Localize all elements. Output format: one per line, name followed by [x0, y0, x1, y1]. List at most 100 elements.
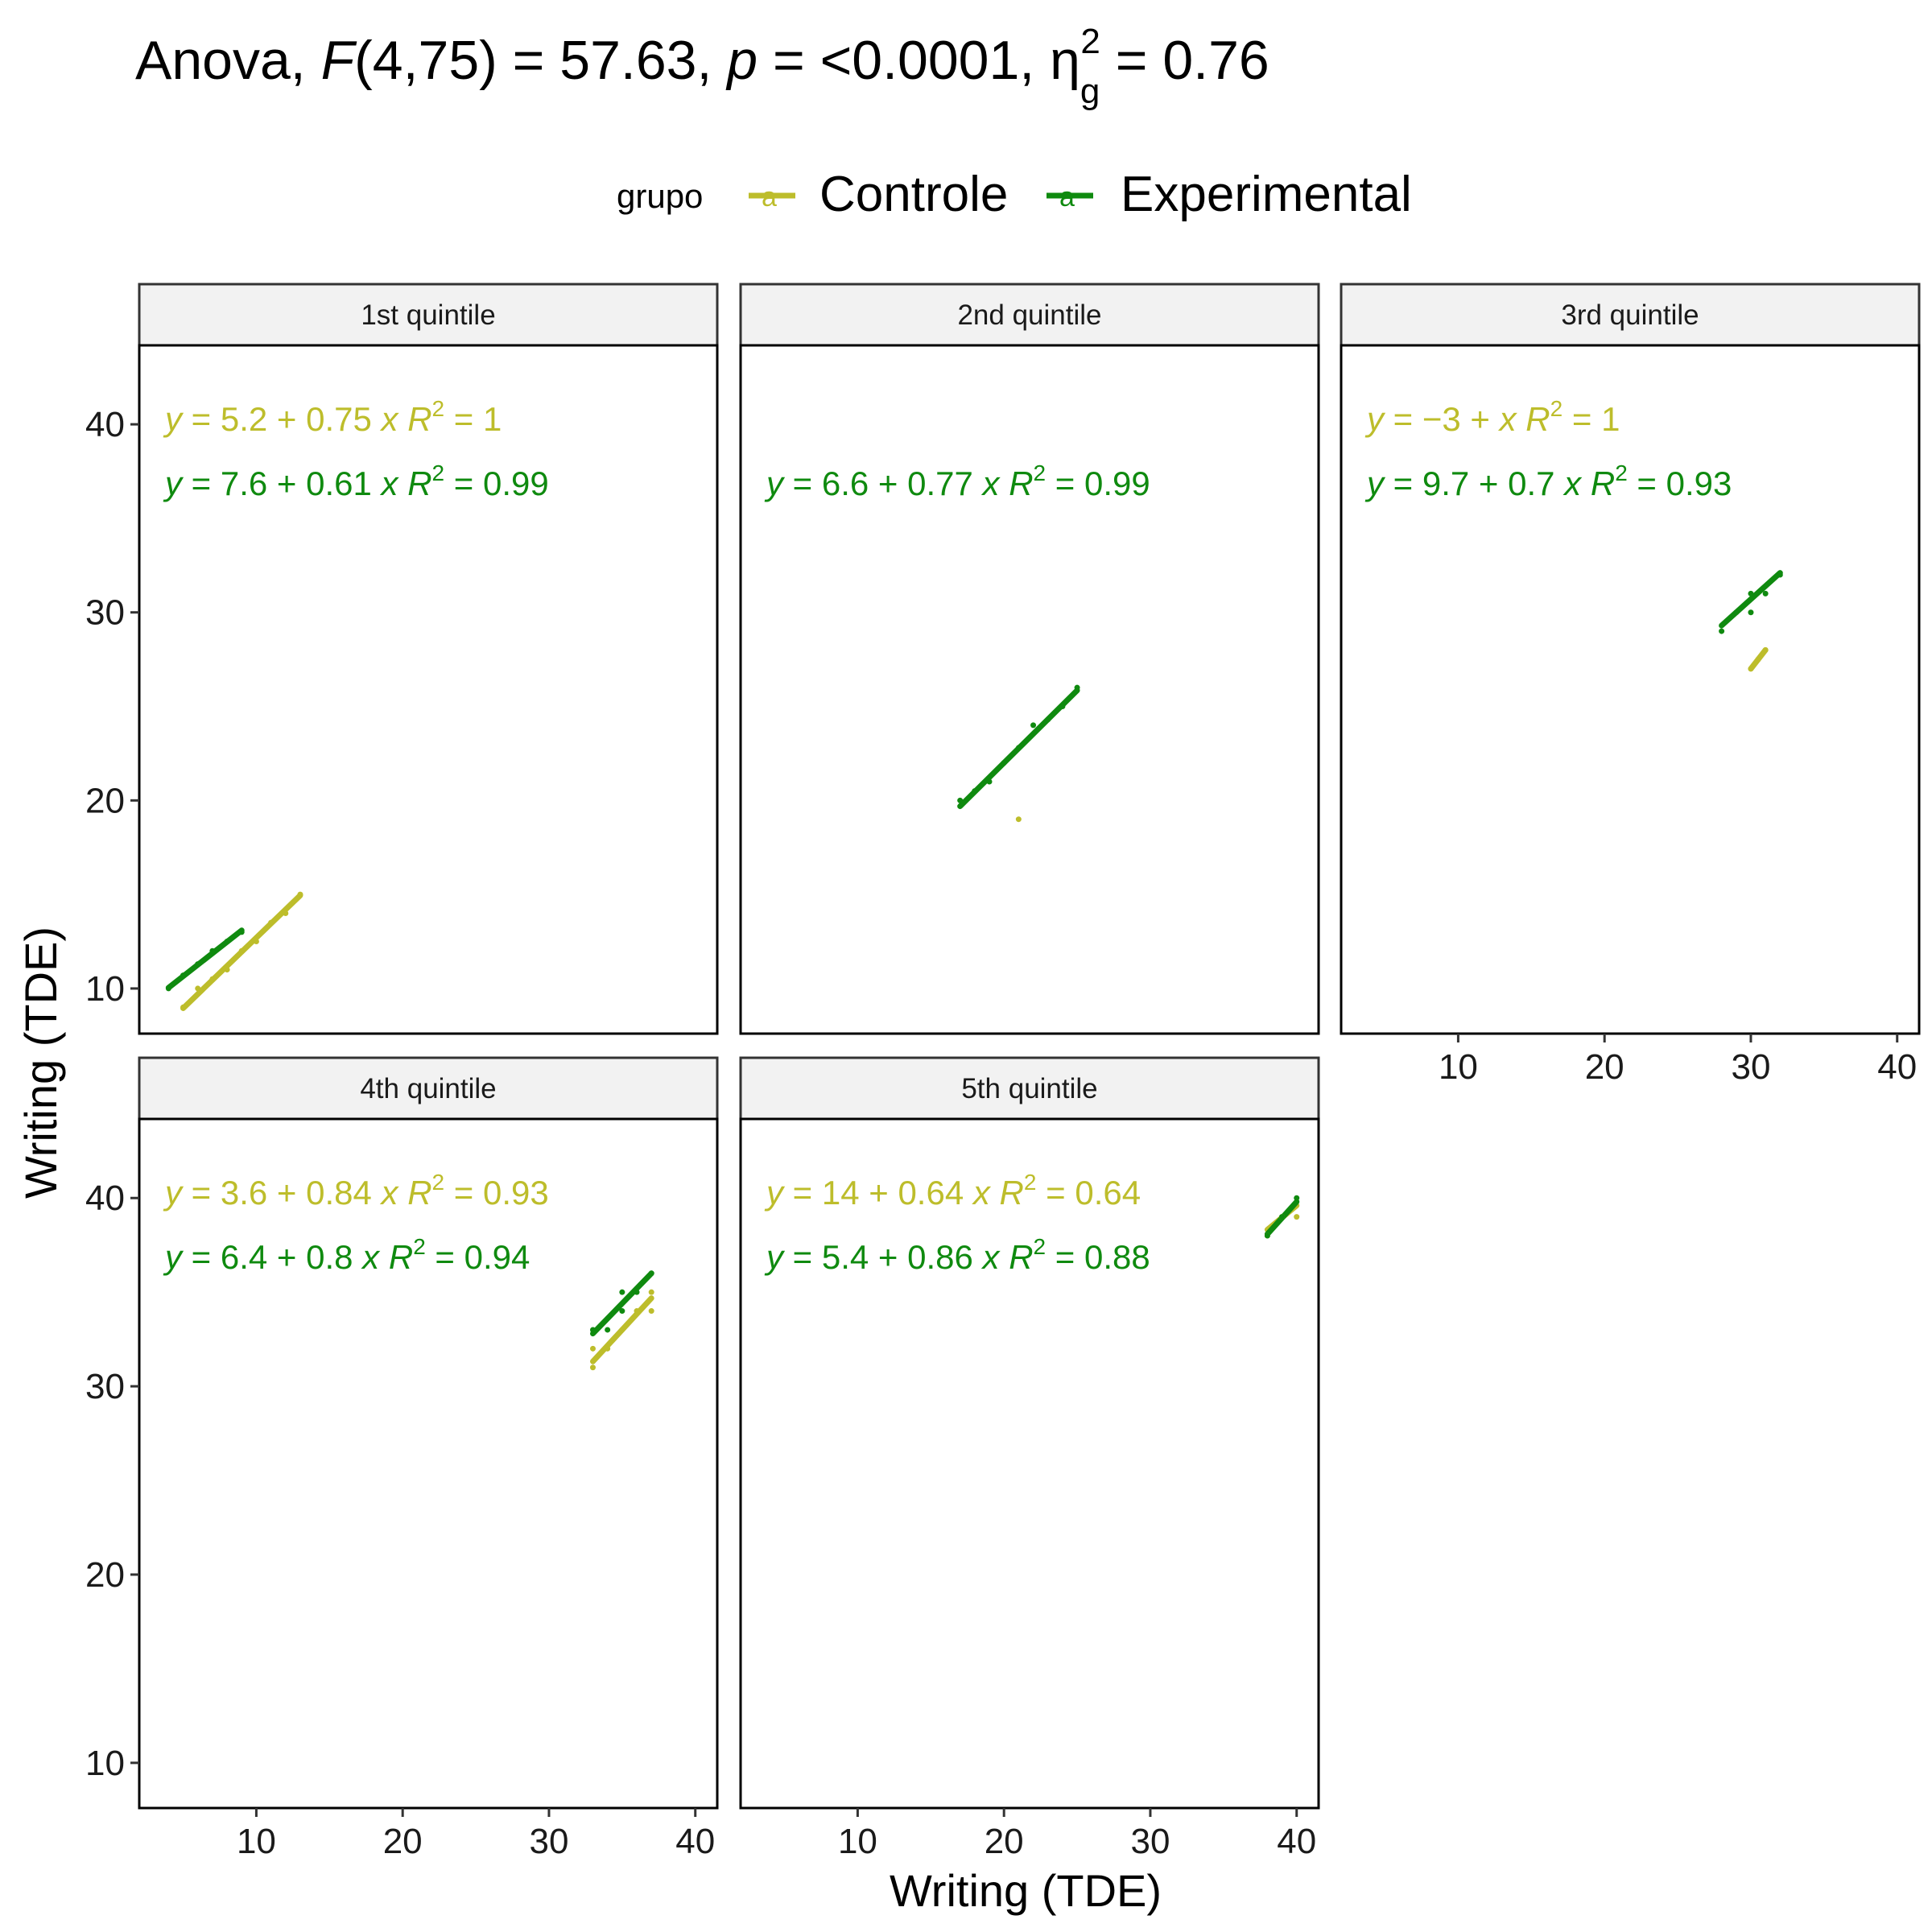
- regression-line-experimental: [1719, 570, 1783, 629]
- x-tick-label: 40: [1277, 1822, 1316, 1861]
- data-point-controle: [1294, 1214, 1300, 1220]
- facet-strip: [138, 1056, 719, 1121]
- data-point-controle: [1015, 816, 1022, 823]
- data-point-experimental: [589, 1327, 596, 1333]
- data-point-experimental: [1015, 745, 1022, 751]
- data-point-experimental: [634, 1289, 640, 1295]
- facet-strip-label: 2nd quintile: [957, 299, 1101, 331]
- data-point-experimental: [1748, 590, 1754, 597]
- data-point-controle: [253, 939, 259, 945]
- x-tick-label: 40: [675, 1822, 715, 1861]
- legend-label-experimental: Experimental: [1121, 167, 1412, 222]
- y-tick-label: 10: [85, 969, 125, 1009]
- data-point-experimental: [972, 788, 978, 795]
- data-point-experimental: [209, 947, 216, 954]
- data-point-experimental: [605, 1327, 611, 1333]
- x-tick-label: 30: [1731, 1047, 1770, 1087]
- y-tick-label: 30: [85, 1367, 125, 1406]
- regression-equation-controle: y = −3 + x R2 = 1: [1364, 396, 1620, 438]
- regression-line-experimental: [165, 927, 245, 991]
- data-point-experimental: [165, 985, 171, 992]
- plot-panel: [1340, 344, 1921, 1035]
- legend-item-controle: a Controle: [749, 167, 1008, 222]
- legend-item-experimental: a Experimental: [1046, 167, 1412, 222]
- data-point-experimental: [1264, 1232, 1270, 1239]
- x-tick-label: 30: [529, 1822, 568, 1861]
- data-point-controle: [605, 1345, 611, 1352]
- data-point-experimental: [1074, 684, 1080, 691]
- data-point-controle: [283, 910, 289, 916]
- data-point-experimental: [648, 1270, 654, 1277]
- data-point-experimental: [195, 961, 201, 968]
- facet-strip-label: 4th quintile: [360, 1073, 496, 1104]
- plot-panel: [739, 1117, 1320, 1810]
- data-point-controle: [1755, 656, 1761, 663]
- regression-equation-experimental: y = 5.4 + 0.86 x R2 = 0.88: [764, 1234, 1150, 1276]
- y-tick-label: 30: [85, 593, 125, 633]
- data-point-controle: [238, 947, 245, 954]
- x-tick-label: 20: [383, 1822, 423, 1861]
- y-axis-title: Writing (TDE): [15, 927, 66, 1199]
- data-point-experimental: [1001, 760, 1007, 766]
- facet-panels: 1st quintile y = 5.2 + 0.75 x R2 = 1 y = 7…: [85, 283, 1921, 1861]
- data-point-controle: [209, 976, 216, 982]
- regression-equation-controle: y = 5.2 + 0.75 x R2 = 1: [163, 396, 502, 438]
- data-point-experimental: [1045, 716, 1051, 723]
- plot-panel: [138, 344, 719, 1035]
- regression-equation-experimental: y = 6.6 + 0.77 x R2 = 0.99: [764, 460, 1150, 502]
- facet-strip: [138, 283, 719, 347]
- data-point-controle: [268, 919, 275, 926]
- data-point-controle: [195, 985, 201, 992]
- regression-equation-experimental: y = 6.4 + 0.8 x R2 = 0.94: [163, 1234, 530, 1276]
- data-point-controle: [224, 967, 230, 973]
- regression-equation-controle: y = 14 + 0.64 x R2 = 0.64: [764, 1170, 1141, 1212]
- data-point-controle: [589, 1364, 596, 1371]
- data-point-experimental: [180, 972, 187, 979]
- data-point-controle: [619, 1327, 625, 1333]
- y-tick-label: 10: [85, 1744, 125, 1783]
- y-tick-label: 40: [85, 1179, 125, 1218]
- legend-key-glyph-controle: a: [762, 182, 777, 213]
- data-point-controle: [634, 1308, 640, 1315]
- data-point-experimental: [224, 939, 230, 945]
- regression-equation-experimental: y = 7.6 + 0.61 x R2 = 0.99: [163, 460, 549, 502]
- facet-strip-label: 3rd quintile: [1561, 299, 1699, 331]
- data-point-controle: [297, 891, 303, 898]
- legend-label-controle: Controle: [819, 167, 1008, 222]
- regression-line-experimental: [589, 1270, 654, 1337]
- x-axis-title: Writing (TDE): [890, 1865, 1162, 1916]
- regression-equation-experimental: y = 9.7 + 0.7 x R2 = 0.93: [1364, 460, 1732, 502]
- chart-title: Anova, F(4,75) = 57.63, p = <0.0001, ηg2…: [135, 22, 1269, 111]
- data-point-experimental: [238, 929, 245, 935]
- data-point-controle: [1762, 646, 1769, 653]
- data-point-experimental: [957, 797, 964, 803]
- data-point-experimental: [1748, 609, 1754, 616]
- data-point-experimental: [1762, 590, 1769, 597]
- y-tick-label: 20: [85, 781, 125, 820]
- data-point-controle: [648, 1289, 654, 1295]
- y-tick-label: 40: [85, 405, 125, 444]
- data-point-experimental: [1059, 704, 1066, 710]
- facet-strip: [739, 283, 1320, 347]
- data-point-experimental: [1279, 1214, 1286, 1220]
- x-tick-label: 10: [838, 1822, 877, 1861]
- y-tick-label: 20: [85, 1555, 125, 1595]
- data-point-experimental: [986, 778, 993, 785]
- data-point-experimental: [1719, 628, 1725, 634]
- data-point-experimental: [1030, 722, 1037, 729]
- data-point-controle: [589, 1345, 596, 1352]
- facet-strip-label: 1st quintile: [361, 299, 495, 331]
- legend: grupo a Controle a Experimental: [617, 167, 1412, 222]
- x-tick-label: 10: [237, 1822, 276, 1861]
- x-tick-label: 40: [1877, 1047, 1917, 1087]
- facet-panel-4th: 4th quintile y = 3.6 + 0.84 x R2 = 0.93 y …: [85, 1056, 719, 1861]
- data-point-experimental: [619, 1289, 625, 1295]
- regression-equation-controle: y = 3.6 + 0.84 x R2 = 0.93: [163, 1170, 549, 1212]
- legend-key-glyph-experimental: a: [1059, 182, 1075, 213]
- facet-panel-2nd: 2nd quintile y = 6.6 + 0.77 x R2 = 0.99: [739, 283, 1320, 1035]
- data-point-experimental: [619, 1308, 625, 1315]
- x-tick-label: 20: [985, 1822, 1024, 1861]
- x-tick-label: 30: [1130, 1822, 1170, 1861]
- data-point-controle: [1748, 666, 1754, 672]
